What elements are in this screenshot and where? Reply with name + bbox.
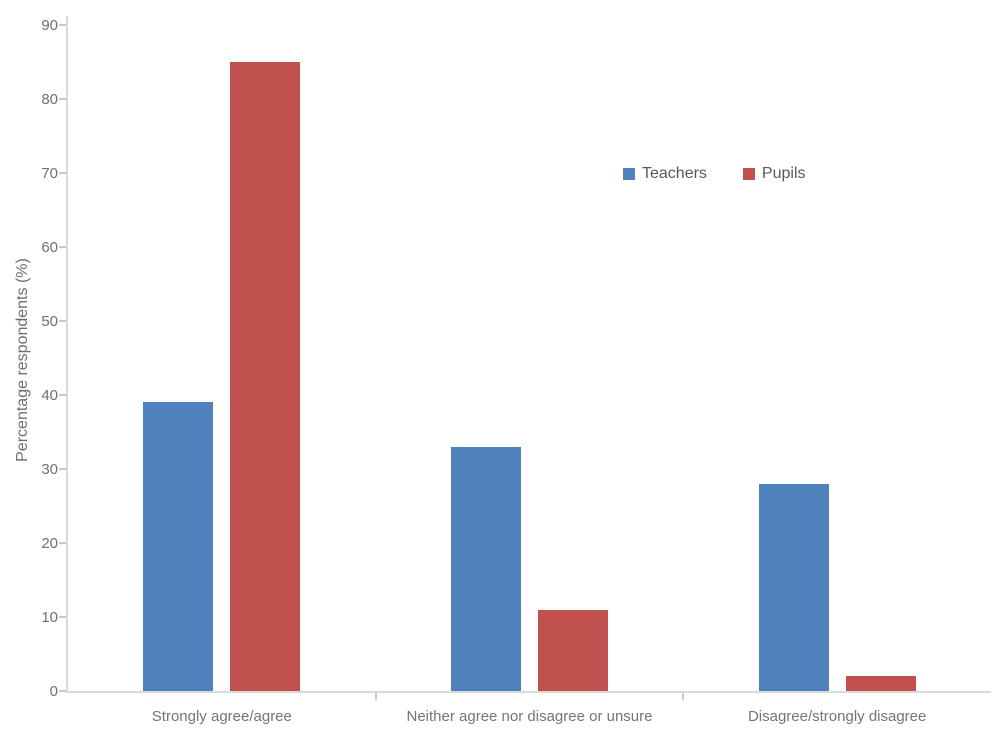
y-tick-label: 20 xyxy=(41,534,58,552)
y-axis-line xyxy=(66,16,68,693)
y-tick xyxy=(59,616,66,618)
legend-item-pupils: Pupils xyxy=(742,165,806,182)
y-tick-label: 80 xyxy=(41,90,58,108)
y-tick xyxy=(59,98,66,100)
x-tick xyxy=(374,693,377,700)
legend-label-pupils: Pupils xyxy=(761,165,806,182)
legend-label-teachers: Teachers xyxy=(642,165,707,182)
bar-pupils-0 xyxy=(230,62,301,691)
bar-teachers-0 xyxy=(143,402,214,691)
y-tick xyxy=(59,542,66,544)
y-tick xyxy=(59,320,66,322)
x-category-label: Neither agree nor disagree or unsure xyxy=(406,708,653,725)
pupils-swatch-icon xyxy=(742,168,755,180)
y-axis-title: Percentage respondents (%) xyxy=(14,258,31,462)
y-tick xyxy=(59,246,66,248)
y-tick-label: 90 xyxy=(41,16,58,34)
y-tick-label: 60 xyxy=(41,238,58,256)
x-tick xyxy=(682,693,685,700)
y-tick-label: 50 xyxy=(41,312,58,330)
x-category-label: Strongly agree/agree xyxy=(151,708,292,725)
legend: Teachers Pupils xyxy=(623,166,806,182)
x-category-label: Disagree/strongly disagree xyxy=(747,708,927,725)
y-tick xyxy=(59,24,66,26)
y-tick-label: 30 xyxy=(41,460,58,478)
y-tick-label: 10 xyxy=(41,608,58,626)
teachers-swatch-icon xyxy=(623,168,635,180)
y-tick xyxy=(59,394,66,396)
y-tick xyxy=(59,690,66,692)
y-tick xyxy=(59,468,66,470)
bar-pupils-2 xyxy=(845,676,916,691)
x-axis-line xyxy=(66,691,991,693)
bar-pupils-1 xyxy=(538,609,608,691)
bar-teachers-1 xyxy=(451,446,521,691)
y-tick-label: 70 xyxy=(41,164,58,182)
y-tick xyxy=(59,172,66,174)
legend-item-teachers: Teachers xyxy=(623,166,707,182)
y-tick-label: 40 xyxy=(41,386,58,404)
y-tick-label: 0 xyxy=(49,682,58,700)
bar-teachers-2 xyxy=(758,483,829,691)
